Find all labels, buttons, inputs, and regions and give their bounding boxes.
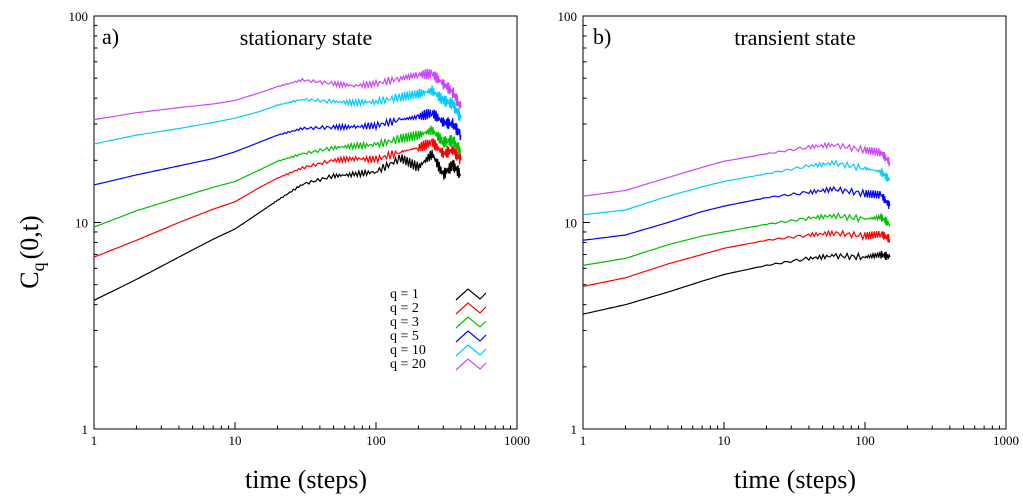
panel-a-x-axis-label: time (steps)	[245, 465, 367, 494]
panel-b-x-axis-label: time (steps)	[734, 465, 856, 494]
panel-a-label: a)	[102, 24, 119, 49]
legend-swatch	[455, 288, 487, 301]
panel-a-ticks: 1 10 100 1000 1 10 100	[69, 9, 531, 448]
panel-a-lines	[93, 68, 462, 301]
series-line-q5	[582, 185, 891, 241]
panel-b-title: transient state	[734, 25, 856, 50]
x-tick-label: 1	[580, 433, 587, 448]
legend-label: q = 3	[390, 315, 419, 330]
series-line-q20	[93, 68, 462, 121]
x-tick-label: 1000	[504, 433, 530, 448]
legend-swatch	[455, 358, 487, 371]
y-axis-label: Cq (0,t)	[15, 215, 48, 288]
y-axis-label-sub: q	[28, 262, 48, 271]
y-tick-label: 10	[75, 216, 88, 231]
legend-swatch	[455, 302, 487, 315]
x-tick-label: 100	[855, 433, 875, 448]
legend-label: q = 20	[390, 357, 426, 372]
y-tick-label: 100	[558, 9, 578, 24]
y-tick-label: 100	[69, 9, 89, 24]
x-tick-label: 10	[718, 433, 731, 448]
legend-label: q = 10	[390, 343, 426, 358]
x-tick-label: 100	[366, 433, 386, 448]
legend-swatch	[455, 344, 487, 357]
x-tick-label: 1	[91, 433, 98, 448]
series-line-q20	[582, 141, 891, 197]
series-line-q2	[93, 137, 462, 258]
series-line-q3	[582, 212, 891, 266]
panel-a: a) stationary state 1 10 100 1000 1 10 100 tim…	[69, 9, 531, 494]
legend-label: q = 1	[390, 287, 419, 302]
series-line-q2	[582, 229, 891, 288]
series-line-q10	[93, 85, 462, 145]
panel-b: b) transient state 1 10 100 1000 1 10 100 time…	[558, 9, 1020, 494]
y-tick-label: 10	[564, 216, 577, 231]
series-line-q1	[93, 149, 462, 301]
y-axis-label-rest: (0,t)	[15, 215, 44, 259]
y-axis-label-main: C	[15, 271, 44, 288]
panel-a-legend: q = 1q = 2q = 3q = 5q = 10q = 20	[390, 287, 487, 372]
legend-label: q = 5	[390, 329, 419, 344]
legend-swatch	[455, 330, 487, 343]
panel-a-title: stationary state	[240, 25, 373, 50]
series-line-q10	[582, 159, 891, 216]
series-line-q1	[582, 250, 891, 315]
panel-b-lines	[582, 141, 891, 315]
panel-b-ticks: 1 10 100 1000 1 10 100	[558, 9, 1020, 448]
y-tick-label: 1	[571, 422, 578, 437]
y-tick-label: 1	[82, 422, 89, 437]
x-tick-label: 1000	[993, 433, 1019, 448]
legend-label: q = 2	[390, 301, 419, 316]
panel-b-label: b)	[593, 24, 611, 49]
panel-b-frame	[582, 15, 1007, 430]
panel-a-frame	[93, 15, 518, 430]
series-line-q5	[93, 109, 462, 186]
series-line-q3	[93, 125, 462, 228]
legend-swatch	[455, 316, 487, 329]
x-tick-label: 10	[229, 433, 242, 448]
